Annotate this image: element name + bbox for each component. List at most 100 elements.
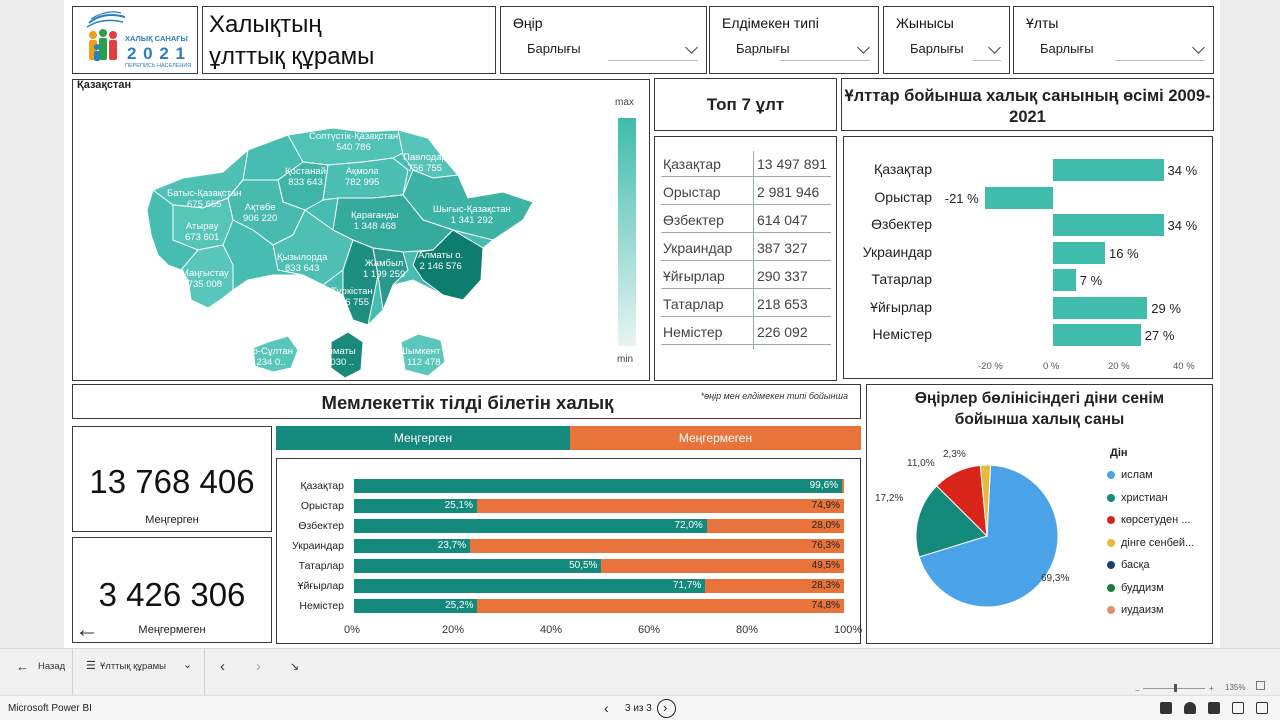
growth-value-label: -21 % (944, 190, 979, 206)
page-selector[interactable]: Ұлттық құрамы (100, 661, 166, 672)
religion-legend-item[interactable]: христиан (1107, 492, 1168, 504)
next-page-icon[interactable]: › (256, 658, 261, 675)
top7-nationality: Өзбектер (663, 212, 724, 228)
growth-category-label: Немістер (872, 326, 932, 342)
region-value: 2 146 576 (419, 261, 462, 272)
legend-dot-icon (1107, 493, 1115, 502)
religion-legend-item[interactable]: көрсетуден ... (1107, 514, 1190, 526)
region-value: 1 112 478 (399, 357, 441, 368)
filter-region[interactable]: Өңір Барлығы (500, 6, 707, 74)
religion-legend-item[interactable]: иудаизм (1107, 604, 1164, 616)
growth-x-tick: 40 % (1173, 361, 1195, 372)
language-bar-not-knows (477, 599, 844, 613)
kpi-knows-caption: Меңгерген (145, 514, 199, 526)
legend-not-knows[interactable]: Меңгермеген (570, 426, 861, 450)
religion-pie[interactable] (907, 455, 1077, 615)
census-logo: ХАЛЫҚ САНАҒЫ 2 0 2 1 ПЕРЕПИСЬ НАСЕЛЕНИЯ (72, 6, 198, 74)
next-page-button[interactable]: › (657, 699, 676, 718)
religion-legend-item[interactable]: ислам (1107, 469, 1153, 481)
zoom-out-icon[interactable]: − (1135, 686, 1140, 695)
top7-row: Өзбектер 614 047 (661, 207, 831, 233)
zoom-slider-thumb[interactable] (1174, 684, 1177, 692)
page-list-icon: ☰ (86, 660, 96, 672)
growth-value-label: 7 % (1079, 273, 1103, 288)
fullscreen-icon[interactable] (1256, 702, 1268, 714)
map-label-almaty-city: Алматы 2 030 .. (321, 346, 356, 368)
previous-page-icon[interactable]: ‹ (604, 700, 609, 716)
region-name: Маңғыстау (181, 268, 229, 279)
legend-dot-icon (1107, 606, 1115, 615)
kazakhstan-map[interactable] (73, 80, 648, 380)
back-button[interactable]: Назад (38, 661, 66, 672)
back-arrow-icon[interactable]: ← (75, 616, 99, 643)
growth-value-label: 34 % (1167, 163, 1198, 178)
religion-legend-item[interactable]: буддизм (1107, 582, 1164, 594)
language-bar-knows (354, 479, 843, 493)
growth-value-label: 34 % (1167, 218, 1198, 233)
previous-page-icon[interactable]: ‹ (220, 658, 225, 675)
growth-x-tick: 20 % (1108, 361, 1130, 372)
map-label-turkistan: Түркістан 756 755 (331, 286, 373, 308)
page-title: Халықтың ұлттық құрамы (202, 6, 496, 74)
religion-legend-item[interactable]: басқа (1107, 559, 1150, 571)
filter-settlement-type[interactable]: Елдімекен типі Барлығы (709, 6, 879, 74)
kazakhstan-map-card: Қазақстан Солтүстік-Қазақстан 540 786 (72, 79, 650, 381)
pie-slice[interactable] (979, 464, 992, 537)
top7-nationality: Немістер (663, 324, 723, 340)
language-value-not-knows: 74,9% (811, 500, 840, 511)
region-value: 1 234 0.. (248, 357, 286, 368)
share-icon[interactable] (1232, 702, 1244, 714)
filter-gender[interactable]: Жынысы Барлығы (883, 6, 1010, 74)
map-label-zhambyl: Жамбыл 1 199 259 (363, 258, 405, 280)
filter-nationality[interactable]: Ұлты Барлығы (1013, 6, 1214, 74)
zoom-in-icon[interactable]: + (1209, 684, 1214, 693)
twitter-icon[interactable] (1184, 702, 1196, 714)
top7-count: 218 653 (757, 296, 808, 312)
kpi-not-value: 3 426 306 (98, 576, 246, 613)
language-x-tick: 80% (736, 624, 759, 636)
language-value-knows: 71,7% (672, 580, 702, 591)
legend-dot-icon (1107, 471, 1115, 480)
map-label-kostanay: Қостанай 833 643 (285, 166, 326, 188)
region-value: 1 341 292 (450, 215, 494, 226)
map-label-almaty-obl: Алматы о. 2 146 576 (418, 250, 463, 272)
linkedin-icon[interactable] (1208, 702, 1220, 714)
language-legend: Меңгерген Меңгермеген (276, 426, 861, 450)
pie-slice[interactable] (918, 464, 1059, 608)
legend-dot-icon (1107, 583, 1115, 592)
logo-year: 2 0 2 1 (127, 44, 186, 63)
religion-legend-item[interactable]: дінге сенбей... (1107, 537, 1194, 549)
religion-legend-label: буддизм (1121, 581, 1164, 594)
language-bar-not-knows (705, 579, 844, 593)
language-value-knows: 25,2% (445, 600, 474, 611)
top7-row: Татарлар 218 653 (661, 291, 831, 317)
legend-knows[interactable]: Меңгерген (276, 426, 570, 450)
back-arrow-icon[interactable]: ← (16, 659, 29, 674)
growth-bar (1053, 269, 1076, 291)
region-value: 673 601 (185, 232, 220, 243)
map-label-akmola: Ақмола 782 995 (345, 166, 379, 188)
region-name: Павлодар (403, 152, 447, 163)
region-name: Нұр-Сұлтан (241, 346, 293, 357)
filter-region-value: Барлығы (527, 41, 581, 56)
report-navbar: ← Назад ☰ Ұлттық құрамы ⌄ ‹ › ↘ (0, 648, 1280, 695)
language-x-tick: 60% (638, 624, 661, 636)
growth-value-label: 27 % (1144, 328, 1175, 343)
language-x-tick: 100% (834, 624, 863, 636)
chevron-down-icon[interactable]: ⌄ (183, 659, 193, 671)
page-title-line1: Халықтың (209, 11, 322, 38)
filter-gender-dropdown[interactable] (973, 41, 1001, 61)
fit-page-icon[interactable] (1256, 681, 1265, 690)
filter-region-dropdown[interactable] (608, 41, 698, 61)
status-bar: Microsoft Power BI ‹ 3 из 3 › (0, 695, 1280, 720)
pie-slice[interactable] (915, 485, 988, 558)
filter-nationality-dropdown[interactable] (1115, 41, 1205, 61)
region-value: 756 755 (334, 297, 369, 308)
filter-settlement-dropdown[interactable] (780, 41, 870, 61)
map-label-kyzylorda: Қызылорда 833 643 (277, 252, 327, 274)
language-section-header: Мемлекеттік тілді білетін халық *өңір ме… (72, 384, 861, 419)
collapse-icon[interactable]: ↘ (290, 661, 300, 673)
language-value-not-knows: 74,8% (811, 600, 840, 611)
language-bar-knows (354, 599, 478, 613)
facebook-icon[interactable] (1160, 702, 1172, 714)
